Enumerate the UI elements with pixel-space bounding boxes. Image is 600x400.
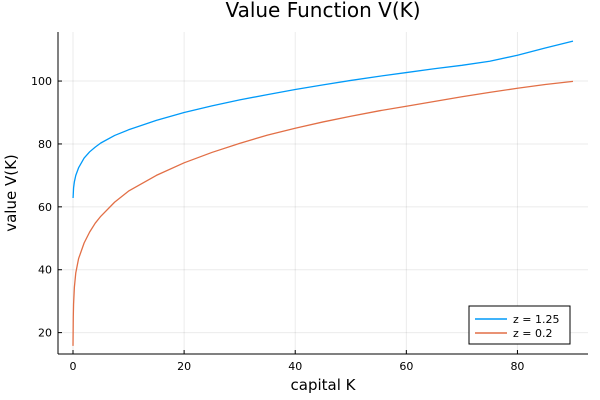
x-tick-label: 20 <box>177 360 191 373</box>
chart-title: Value Function V(K) <box>225 0 420 22</box>
legend: z = 1.25 z = 0.2 <box>468 305 571 345</box>
axes <box>57 32 588 355</box>
x-tick-label: 40 <box>288 360 302 373</box>
x-axis-label: capital K <box>291 376 357 394</box>
tick-labels: 0 20 40 60 80 20 40 60 80 100 <box>31 75 524 373</box>
y-tick-label: 40 <box>38 264 52 277</box>
legend-box <box>468 305 571 345</box>
x-tick-label: 60 <box>399 360 413 373</box>
legend-label-series-1: z = 1.25 <box>513 313 559 326</box>
y-axis-label: value V(K) <box>2 154 20 232</box>
series-line-2 <box>72 80 574 346</box>
x-tick-label: 0 <box>70 360 77 373</box>
x-tick-label: 80 <box>510 360 524 373</box>
y-tick-label: 20 <box>38 327 52 340</box>
grid <box>58 32 588 354</box>
series-line-1 <box>72 40 574 199</box>
legend-label-series-2: z = 0.2 <box>513 327 552 340</box>
y-tick-label: 60 <box>38 201 52 214</box>
series-lines <box>72 40 574 346</box>
y-tick-label: 100 <box>31 75 52 88</box>
y-tick-label: 80 <box>38 138 52 151</box>
